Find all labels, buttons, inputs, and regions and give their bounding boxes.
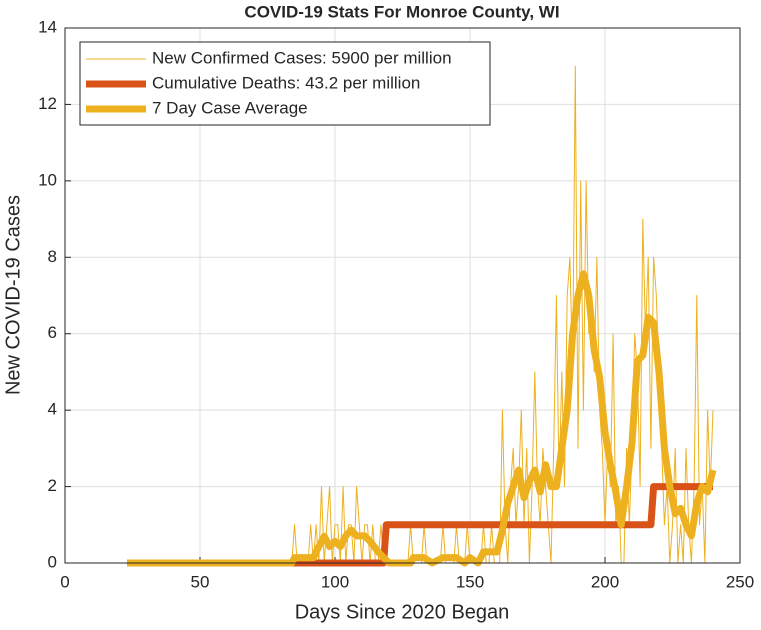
x-tick-label: 0 [60, 572, 69, 591]
chart-title: COVID-19 Stats For Monroe County, WI [244, 2, 559, 21]
y-tick-label: 10 [38, 170, 57, 189]
y-tick-label: 0 [48, 552, 57, 571]
x-axis-label: Days Since 2020 Began [295, 601, 510, 623]
y-tick-label: 6 [48, 323, 57, 342]
y-tick-label: 14 [38, 17, 57, 36]
series-line [127, 65, 714, 564]
x-tick-label: 250 [726, 572, 754, 591]
y-axis-label: New COVID-19 Cases [2, 195, 24, 395]
legend-label: Cumulative Deaths: 43.2 per million [152, 73, 420, 92]
legend-box [79, 41, 491, 126]
legend: New Confirmed Cases: 5900 per million Cum… [79, 41, 491, 126]
y-tick-label: 12 [38, 94, 57, 113]
y-tick-label: 4 [48, 400, 57, 419]
x-tick-label: 50 [191, 572, 210, 591]
x-tick-label: 200 [591, 572, 619, 591]
x-tick-label: 100 [321, 572, 349, 591]
series-line [127, 270, 717, 567]
y-tick-label: 2 [48, 476, 57, 495]
legend-label: New Confirmed Cases: 5900 per million [152, 48, 452, 67]
legend-label: 7 Day Case Average [152, 98, 308, 117]
x-tick-label: 150 [456, 572, 484, 591]
axes-box [64, 27, 741, 564]
y-tick-label: 8 [48, 247, 57, 266]
